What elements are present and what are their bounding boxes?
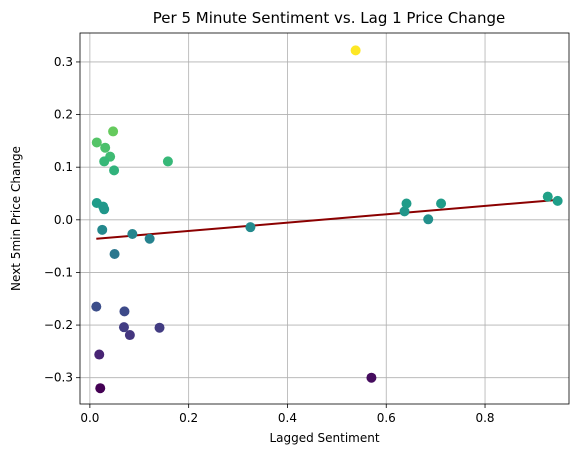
x-tick-label: 0.0: [80, 411, 99, 425]
scatter-point: [366, 373, 376, 383]
scatter-point: [91, 302, 101, 312]
y-tick-label: 0.1: [54, 160, 73, 174]
scatter-point: [92, 137, 102, 147]
scatter-point: [94, 350, 104, 360]
scatter-point: [553, 196, 563, 206]
x-tick-label: 0.2: [179, 411, 198, 425]
y-tick-label: −0.2: [44, 318, 73, 332]
x-tick-label: 0.4: [278, 411, 297, 425]
y-tick-label: 0.2: [54, 108, 73, 122]
y-tick-label: 0.0: [54, 213, 73, 227]
y-axis: −0.3 −0.2 −0.1 0.0 0.1 0.2 0.3: [44, 55, 80, 385]
chart-title: Per 5 Minute Sentiment vs. Lag 1 Price C…: [153, 9, 505, 27]
y-tick-label: −0.3: [44, 371, 73, 385]
scatter-point: [125, 330, 135, 340]
y-axis-label: Next 5min Price Change: [9, 146, 23, 291]
scatter-point: [109, 165, 119, 175]
x-axis: 0.0 0.2 0.4 0.6 0.8: [80, 404, 494, 425]
scatter-point: [423, 214, 433, 224]
scatter-point: [108, 126, 118, 136]
scatter-point: [245, 222, 255, 232]
y-tick-label: −0.1: [44, 265, 73, 279]
regression-line-layer: [96, 200, 557, 239]
y-tick-label: 0.3: [54, 55, 73, 69]
x-tick-label: 0.6: [377, 411, 396, 425]
scatter-point: [127, 229, 137, 239]
scatter-point: [155, 323, 165, 333]
regression-line: [96, 200, 557, 239]
scatter-point: [100, 143, 110, 153]
scatter-point: [119, 306, 129, 316]
scatter-point: [95, 383, 105, 393]
scatter-point: [401, 199, 411, 209]
scatter-point: [436, 199, 446, 209]
scatter-point: [97, 225, 107, 235]
x-axis-label: Lagged Sentiment: [269, 431, 379, 445]
scatter-point: [163, 156, 173, 166]
x-tick-label: 0.8: [475, 411, 494, 425]
scatter-point: [119, 322, 129, 332]
scatter-point: [543, 192, 553, 202]
scatter-point: [99, 156, 109, 166]
scatter-point: [351, 45, 361, 55]
scatter-point: [145, 234, 155, 244]
scatter-point: [99, 204, 109, 214]
scatter-point: [110, 249, 120, 259]
